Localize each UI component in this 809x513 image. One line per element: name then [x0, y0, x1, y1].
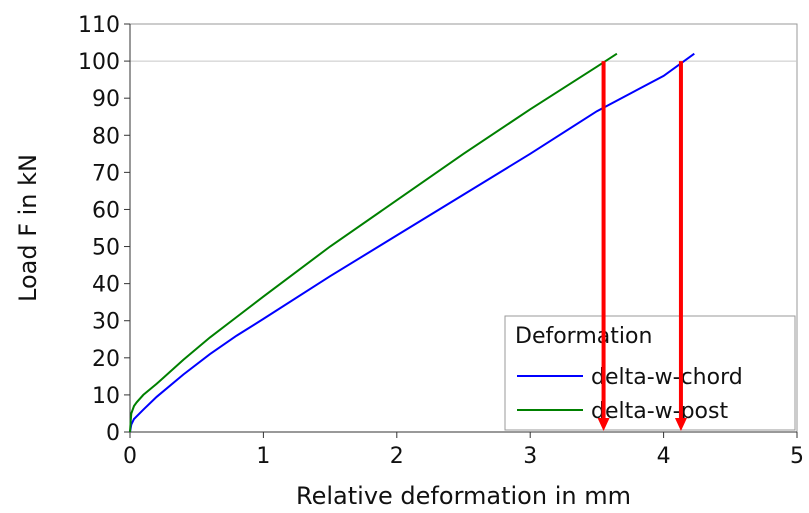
x-axis-label: Relative deformation in mm [296, 482, 631, 510]
x-tick-label: 1 [256, 444, 270, 469]
y-axis-label: Load F in kN [14, 154, 42, 302]
y-tick-label: 70 [92, 161, 120, 186]
x-tick-label: 2 [390, 444, 404, 469]
axes: 0 10 20 30 40 50 60 70 80 90 100 110 0 1 2 3 4 5 [78, 13, 804, 469]
x-tick-label: 0 [123, 444, 137, 469]
red-arrow [597, 61, 610, 431]
series-layer [129, 52, 695, 433]
y-tick-label: 10 [92, 384, 120, 409]
y-tick-label: 50 [92, 236, 120, 261]
annotation-layer [597, 61, 687, 431]
x-tick-label: 5 [790, 444, 804, 469]
series-line-delta-w-post [129, 52, 618, 433]
legend-label-delta-w-post: delta-w-post [591, 399, 728, 424]
y-tick-label: 100 [78, 50, 120, 75]
y-tick-label: 90 [92, 87, 120, 112]
legend: Deformation delta-w-chord delta-w-post [504, 315, 796, 431]
y-tick-label: 20 [92, 347, 120, 372]
x-tick-label: 3 [523, 444, 537, 469]
legend-title: Deformation [515, 324, 652, 349]
y-tick-label: 0 [106, 421, 120, 446]
y-tick-label: 60 [92, 198, 120, 223]
red-arrow [674, 61, 687, 431]
y-tick-label: 80 [92, 124, 120, 149]
y-tick-label: 30 [92, 310, 120, 335]
legend-label-delta-w-chord: delta-w-chord [591, 365, 743, 390]
y-tick-label: 110 [78, 13, 120, 38]
y-tick-label: 40 [92, 273, 120, 298]
x-tick-label: 4 [657, 444, 671, 469]
series-line-delta-w-chord [129, 52, 695, 433]
